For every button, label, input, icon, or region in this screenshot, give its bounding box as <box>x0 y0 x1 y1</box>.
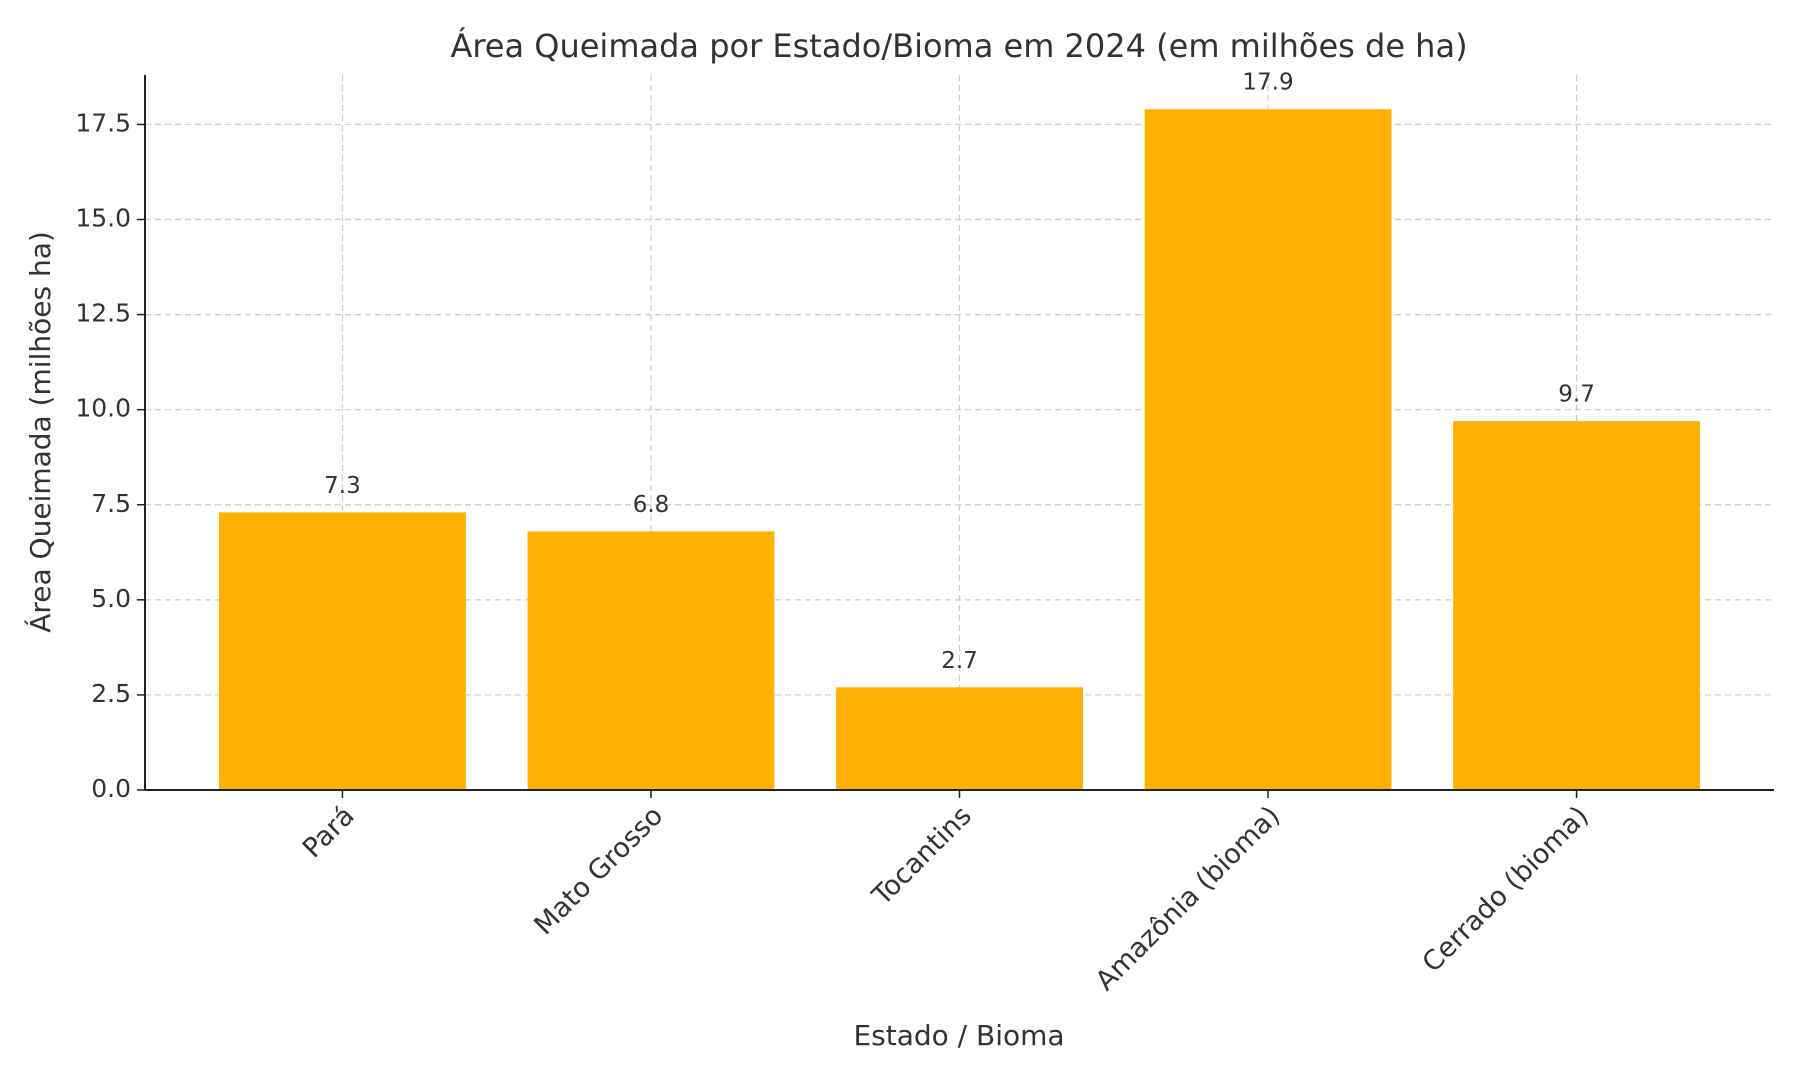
y-tick-label: 2.5 <box>91 679 131 708</box>
value-label: 17.9 <box>1242 70 1293 96</box>
x-tick-label: Cerrado (bioma) <box>1417 800 1595 978</box>
y-tick-label: 0.0 <box>91 774 131 803</box>
y-tick-label: 17.5 <box>75 108 131 137</box>
bar <box>219 512 466 790</box>
y-tick-label: 5.0 <box>91 584 131 613</box>
bar <box>836 687 1083 790</box>
value-label: 6.8 <box>633 492 670 518</box>
y-tick-label: 15.0 <box>75 204 131 233</box>
y-tick-label: 10.0 <box>75 394 131 423</box>
x-tick-label: Amazônia (bioma) <box>1090 800 1286 996</box>
x-tick-label: Pará <box>297 800 361 864</box>
x-axis-label: Estado / Bioma <box>853 1019 1064 1052</box>
value-label: 9.7 <box>1558 382 1595 408</box>
x-tick-label: Mato Grosso <box>528 800 669 941</box>
bar <box>1144 109 1392 791</box>
value-label: 7.3 <box>324 473 361 499</box>
y-tick-label: 7.5 <box>91 489 131 518</box>
bar <box>1453 421 1700 790</box>
y-axis-label: Área Queimada (milhões ha) <box>23 231 57 633</box>
chart-title: Área Queimada por Estado/Bioma em 2024 (… <box>450 27 1467 65</box>
bar <box>527 531 775 790</box>
value-label: 2.7 <box>941 648 978 674</box>
y-tick-label: 12.5 <box>75 299 131 328</box>
x-tick-label: Tocantins <box>866 800 978 912</box>
